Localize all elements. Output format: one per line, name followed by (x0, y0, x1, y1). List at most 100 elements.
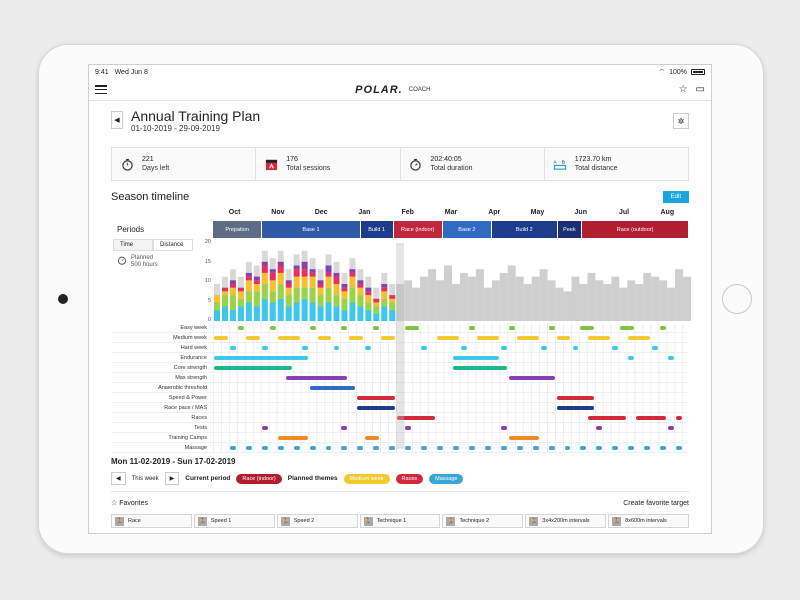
theme-segment[interactable] (214, 336, 228, 340)
create-favorite-target-button[interactable]: Create favorite target (623, 499, 689, 507)
theme-segment[interactable] (309, 386, 356, 390)
period-segment[interactable]: Peek (557, 221, 583, 238)
period-segment[interactable]: Race (indoor) (393, 221, 443, 238)
theme-segment[interactable] (516, 446, 523, 450)
theme-segment[interactable] (660, 326, 667, 330)
theme-segment[interactable] (612, 446, 619, 450)
next-week-button[interactable]: ▶ (164, 472, 180, 485)
theme-segment[interactable] (405, 326, 420, 330)
theme-segment[interactable] (421, 346, 428, 350)
theme-segment[interactable] (325, 446, 332, 450)
favorite-star-icon[interactable]: ☆ (678, 84, 688, 95)
period-segment[interactable]: Prepation (213, 221, 263, 238)
theme-pill-medium-week[interactable]: Medium week (343, 473, 390, 484)
theme-segment[interactable] (468, 446, 475, 450)
theme-segment[interactable] (500, 346, 507, 350)
theme-segment[interactable] (453, 356, 499, 360)
theme-segment[interactable] (357, 396, 396, 400)
toggle-distance[interactable]: Distance (153, 239, 193, 251)
theme-segment[interactable] (580, 446, 587, 450)
theme-segment[interactable] (301, 346, 308, 350)
theme-segment[interactable] (405, 446, 412, 450)
theme-segment[interactable] (309, 446, 316, 450)
theme-segment[interactable] (596, 446, 603, 450)
theme-segment[interactable] (365, 346, 372, 350)
theme-segment[interactable] (365, 436, 380, 440)
theme-segment[interactable] (261, 346, 268, 350)
theme-pill-massage[interactable]: Massage (429, 473, 464, 484)
theme-segment[interactable] (556, 406, 595, 410)
theme-segment[interactable] (660, 446, 667, 450)
theme-segment[interactable] (556, 396, 595, 400)
favorite-item[interactable]: 🏃 3x4x200m intervals (525, 514, 607, 528)
theme-segment[interactable] (229, 346, 236, 350)
edit-button[interactable]: Edit (662, 191, 689, 203)
theme-segment[interactable] (620, 326, 635, 330)
theme-segment[interactable] (460, 346, 467, 350)
theme-segment[interactable] (237, 326, 244, 330)
theme-segment[interactable] (245, 446, 252, 450)
theme-segment[interactable] (349, 336, 364, 340)
this-week-button[interactable]: This week (131, 475, 159, 482)
theme-segment[interactable] (612, 346, 619, 350)
theme-segment[interactable] (437, 446, 444, 450)
favorite-item[interactable]: 🏃 Technique 2 (442, 514, 524, 528)
theme-segment[interactable] (588, 336, 611, 340)
theme-segment[interactable] (548, 446, 555, 450)
theme-segment[interactable] (668, 426, 675, 430)
theme-segment[interactable] (532, 446, 539, 450)
theme-segment[interactable] (214, 356, 308, 360)
period-segment[interactable]: Race (outdoor) (582, 221, 689, 238)
theme-segment[interactable] (668, 356, 675, 360)
theme-segment[interactable] (508, 436, 539, 440)
favorite-item[interactable]: 🏃 Speed 2 (276, 514, 358, 528)
theme-segment[interactable] (341, 426, 348, 430)
theme-segment[interactable] (588, 416, 627, 420)
theme-segment[interactable] (269, 326, 276, 330)
favorite-item[interactable]: 🏃 Technique 1 (359, 514, 441, 528)
favorite-item[interactable]: 🏃 8x600m intervals (608, 514, 690, 528)
theme-segment[interactable] (652, 346, 659, 350)
toggle-time[interactable]: Time (113, 239, 153, 251)
current-period-pill[interactable]: Race (indoor) (236, 473, 282, 484)
theme-segment[interactable] (397, 416, 436, 420)
favorite-item[interactable]: 🏃 Speed 1 (193, 514, 275, 528)
theme-segment[interactable] (676, 416, 683, 420)
theme-segment[interactable] (508, 326, 515, 330)
theme-segment[interactable] (580, 326, 595, 330)
theme-segment[interactable] (261, 446, 268, 450)
theme-segment[interactable] (636, 416, 667, 420)
theme-segment[interactable] (421, 446, 428, 450)
theme-segment[interactable] (357, 406, 396, 410)
theme-segment[interactable] (572, 346, 579, 350)
theme-segment[interactable] (676, 446, 683, 450)
theme-segment[interactable] (516, 336, 539, 340)
theme-segment[interactable] (373, 326, 380, 330)
theme-segment[interactable] (437, 336, 459, 340)
theme-segment[interactable] (548, 326, 555, 330)
menu-icon[interactable] (95, 85, 107, 94)
theme-pill-races[interactable]: Races (395, 473, 424, 484)
theme-segment[interactable] (484, 446, 491, 450)
theme-segment[interactable] (405, 426, 412, 430)
theme-segment[interactable] (381, 336, 396, 340)
period-segment[interactable]: Base 2 (442, 221, 492, 238)
theme-segment[interactable] (229, 446, 236, 450)
theme-segment[interactable] (628, 446, 635, 450)
prev-week-button[interactable]: ◀ (111, 472, 126, 485)
period-segment[interactable]: Build 2 (491, 221, 558, 238)
theme-segment[interactable] (628, 336, 651, 340)
theme-segment[interactable] (644, 446, 651, 450)
theme-segment[interactable] (628, 356, 635, 360)
period-segment[interactable]: Build 1 (360, 221, 394, 238)
theme-segment[interactable] (309, 326, 316, 330)
period-segment[interactable]: Base 1 (262, 221, 361, 238)
theme-segment[interactable] (245, 336, 260, 340)
theme-segment[interactable] (540, 346, 547, 350)
home-button[interactable] (722, 284, 752, 314)
theme-segment[interactable] (500, 446, 507, 450)
theme-segment[interactable] (341, 446, 348, 450)
theme-segment[interactable] (285, 376, 348, 380)
theme-segment[interactable] (389, 446, 396, 450)
theme-segment[interactable] (476, 336, 499, 340)
